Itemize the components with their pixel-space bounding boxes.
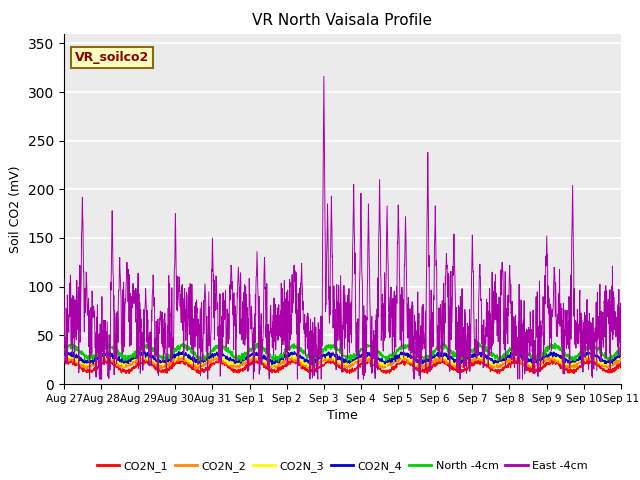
Text: VR_soilco2: VR_soilco2	[75, 51, 149, 64]
Legend: CO2N_1, CO2N_2, CO2N_3, CO2N_4, North -4cm, East -4cm: CO2N_1, CO2N_2, CO2N_3, CO2N_4, North -4…	[93, 457, 592, 477]
X-axis label: Time: Time	[327, 409, 358, 422]
Y-axis label: Soil CO2 (mV): Soil CO2 (mV)	[10, 165, 22, 252]
Title: VR North Vaisala Profile: VR North Vaisala Profile	[252, 13, 433, 28]
